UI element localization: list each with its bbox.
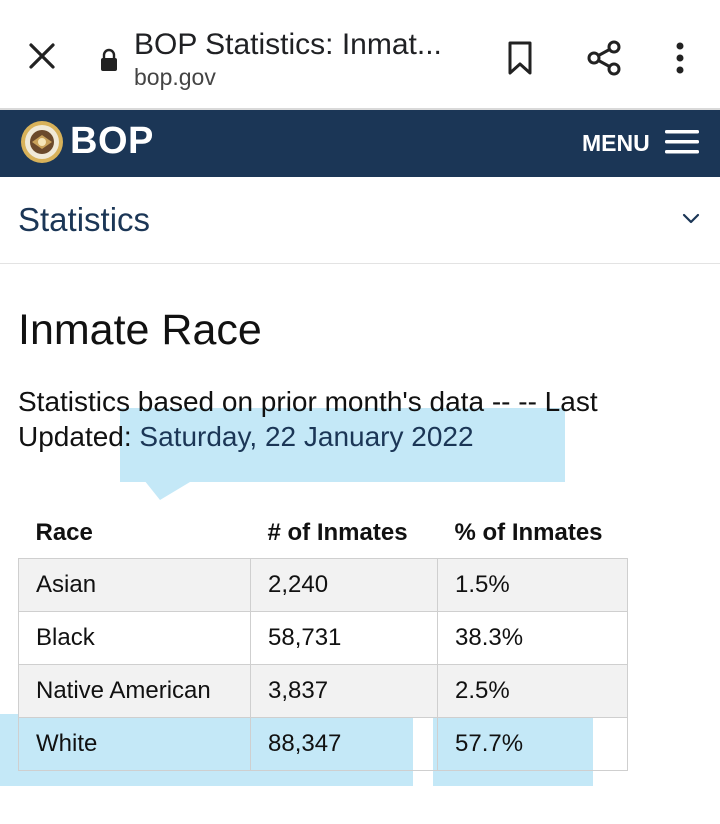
bookmark-icon[interactable] <box>504 40 536 76</box>
cell-race: Black <box>18 611 251 665</box>
cell-count: 58,731 <box>250 611 438 665</box>
section-dropdown[interactable]: Statistics <box>0 177 720 264</box>
cell-percent: 1.5% <box>437 558 628 612</box>
table-row: White 88,347 57.7% <box>18 717 628 771</box>
bop-seal-logo[interactable] <box>20 120 64 164</box>
site-brand[interactable]: BOP <box>70 120 154 162</box>
table-header-row: Race # of Inmates % of Inmates <box>19 508 628 559</box>
cell-race: Asian <box>18 558 251 612</box>
cell-count: 2,240 <box>250 558 438 612</box>
menu-button-label[interactable]: MENU <box>582 130 650 156</box>
page-tab-title[interactable]: BOP Statistics: Inmat... <box>134 28 442 61</box>
subtitle-text: Statistics based on prior month's data -… <box>18 386 598 452</box>
chevron-down-icon[interactable] <box>681 212 701 226</box>
table-row: Native American 3,837 2.5% <box>18 664 628 718</box>
cell-percent: 2.5% <box>437 664 628 718</box>
cell-race: Native American <box>18 664 251 718</box>
header-race: Race <box>35 519 93 546</box>
table-row: Asian 2,240 1.5% <box>18 558 628 612</box>
hamburger-menu-icon[interactable] <box>665 128 699 156</box>
header-count: # of Inmates <box>267 519 408 546</box>
header-percent: % of Inmates <box>454 519 603 546</box>
more-options-icon[interactable] <box>664 40 696 76</box>
lock-icon <box>101 48 117 71</box>
page-subtitle: Statistics based on prior month's data -… <box>18 384 708 454</box>
browser-toolbar: BOP Statistics: Inmat... bop.gov <box>0 0 720 110</box>
url-domain[interactable]: bop.gov <box>134 64 216 90</box>
section-label: Statistics <box>18 201 151 238</box>
cell-race: White <box>18 717 251 771</box>
table-row: Black 58,731 38.3% <box>18 611 628 665</box>
site-header: BOP MENU <box>0 110 720 177</box>
cell-count: 88,347 <box>250 717 438 771</box>
page-title: Inmate Race <box>18 306 262 354</box>
cell-percent: 38.3% <box>437 611 628 665</box>
date-highlight <box>120 408 565 482</box>
cell-percent: 57.7% <box>437 717 628 771</box>
highlight-tail <box>120 450 200 500</box>
close-icon[interactable] <box>26 40 58 72</box>
cell-count: 3,837 <box>250 664 438 718</box>
updated-date: Saturday, 22 January 2022 <box>139 421 474 452</box>
inmate-race-table: Race # of Inmates % of Inmates Asian 2,2… <box>18 508 628 771</box>
share-icon[interactable] <box>586 40 622 76</box>
